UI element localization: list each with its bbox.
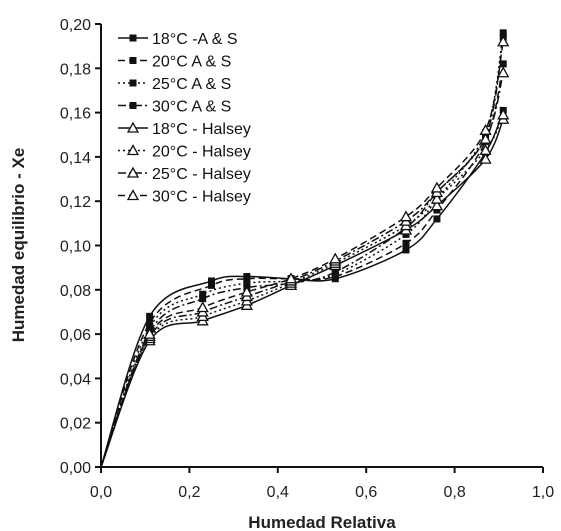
legend-label: 20°C - Halsey [152, 144, 251, 161]
x-axis-title: Humedad Relativa [248, 513, 396, 531]
legend-label: 25°C A & S [152, 76, 231, 93]
data-point [208, 277, 215, 285]
data-point [479, 123, 492, 135]
data-point [497, 108, 510, 120]
series-line [100, 118, 504, 468]
y-tick-label: 0,18 [60, 61, 91, 78]
legend-item: 25°C A & S [118, 76, 231, 93]
data-point [402, 246, 410, 254]
data-point [433, 215, 441, 223]
data-point [146, 319, 154, 327]
data-point [430, 199, 444, 211]
legend-marker [126, 144, 140, 156]
data-point [240, 285, 253, 297]
x-ticks: 0,0 0,2 0,4 0,6 0,8 1,0 [90, 467, 554, 501]
y-tick-label: 0,04 [60, 371, 91, 388]
legend-label: 25°C - Halsey [152, 166, 251, 183]
series-line [100, 63, 504, 468]
data-point [499, 29, 507, 37]
series-8 [100, 35, 510, 468]
data-point [497, 35, 510, 47]
y-tick-label: 0,00 [60, 460, 91, 477]
series-line [100, 41, 504, 468]
legend-label: 18°C -A & S [152, 31, 238, 48]
series-line [100, 110, 504, 468]
series-layer [100, 29, 510, 468]
legend-marker [126, 121, 140, 133]
data-point [399, 210, 413, 222]
y-tick-label: 0,20 [60, 17, 91, 34]
x-tick-label: 0,6 [355, 484, 377, 501]
series-6 [100, 108, 510, 468]
x-tick-label: 0,4 [267, 484, 289, 501]
y-tick-label: 0,14 [60, 150, 91, 167]
data-point [479, 143, 492, 155]
y-ticks: 0,00 0,02 0,04 0,06 0,08 0,10 0,12 0,14 0,16 0,18… [60, 17, 101, 477]
x-tick-label: 0,0 [90, 484, 112, 501]
series-3 [100, 29, 507, 468]
series-line [100, 72, 504, 468]
data-point [331, 268, 339, 276]
data-point [199, 290, 207, 298]
legend-item: 20°C - Halsey [118, 144, 251, 161]
legend-item: 18°C - Halsey [118, 121, 251, 138]
series-line [100, 114, 504, 468]
data-point [430, 192, 444, 204]
legend-label: 30°C A & S [152, 99, 231, 116]
data-point [479, 132, 492, 144]
data-point [208, 281, 215, 289]
legend-marker [126, 166, 140, 178]
data-point [143, 327, 156, 339]
legend-label: 30°C - Halsey [152, 189, 251, 206]
y-tick-label: 0,16 [60, 106, 91, 123]
data-point [284, 272, 298, 284]
data-point [329, 252, 342, 264]
legend-item: 30°C - Halsey [118, 189, 251, 206]
legend-item: 18°C -A & S [118, 31, 238, 48]
y-axis-title: Humedad equilibrio - Xe [9, 148, 28, 343]
x-tick-label: 1,0 [532, 484, 554, 501]
legend-marker [129, 34, 137, 42]
data-point [479, 152, 492, 164]
legend-label: 18°C - Halsey [152, 121, 251, 138]
data-point [243, 279, 251, 287]
data-point [430, 181, 444, 193]
data-point [402, 239, 410, 247]
y-tick-label: 0,12 [60, 194, 91, 211]
data-point [196, 301, 209, 313]
legend-label: 20°C A & S [152, 54, 231, 71]
y-tick-label: 0,06 [60, 327, 91, 344]
data-point [199, 295, 207, 303]
series-1 [100, 106, 507, 468]
legend-marker [129, 79, 137, 87]
y-tick-label: 0,10 [60, 239, 91, 256]
legend-item: 25°C - Halsey [118, 166, 251, 183]
data-point [497, 66, 510, 78]
legend-marker [129, 57, 137, 64]
legend: 18°C -A & S 20°C A & S 25°C A & S 30°C A & … [118, 31, 251, 206]
y-tick-label: 0,08 [60, 283, 91, 300]
data-point [499, 60, 507, 68]
x-tick-label: 0,2 [178, 484, 200, 501]
legend-item: 30°C A & S [118, 99, 231, 116]
x-tick-label: 0,8 [443, 484, 465, 501]
data-point [146, 323, 154, 331]
legend-item: 20°C A & S [118, 54, 231, 71]
data-point [243, 275, 251, 283]
legend-marker [126, 189, 140, 201]
legend-marker [129, 102, 137, 109]
data-point [146, 312, 154, 320]
y-tick-label: 0,02 [60, 416, 91, 433]
